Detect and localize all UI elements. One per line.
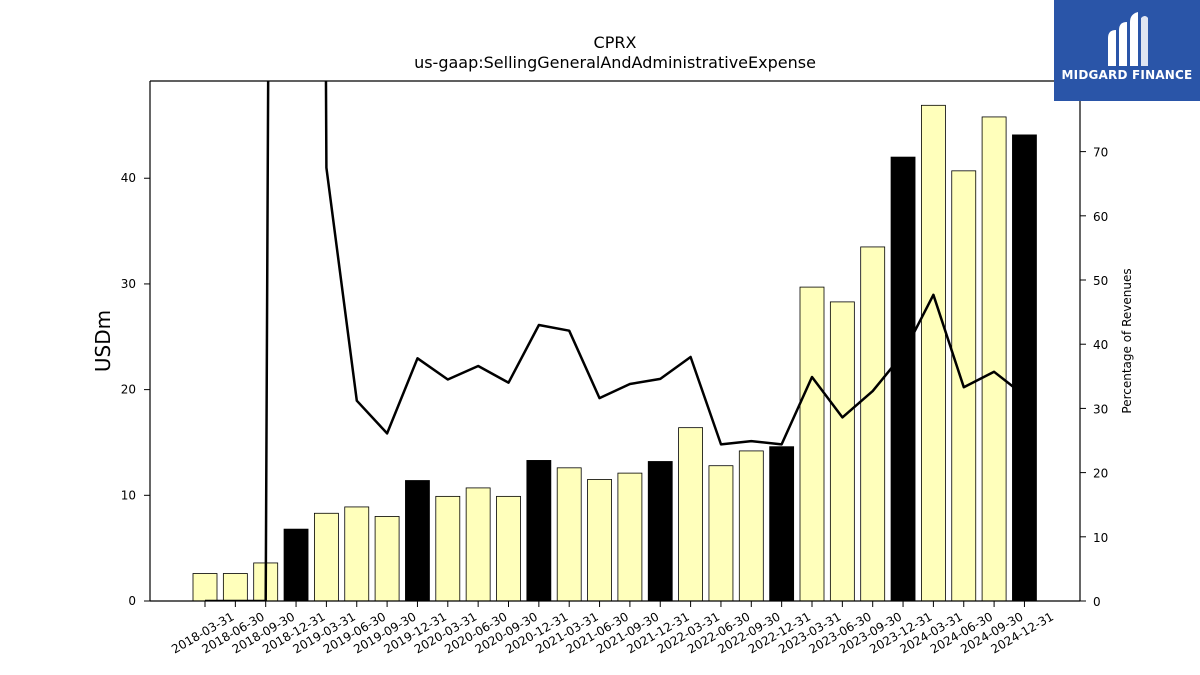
bar-2022-06-30 [708, 465, 734, 602]
bar-2019-09-30 [374, 516, 400, 602]
y2-axis-label: Percentage of Revenues [1120, 268, 1134, 413]
bar-2020-09-30 [496, 495, 521, 602]
bar-2021-12-31 [647, 461, 673, 602]
y2-tick-label: 60 [1093, 210, 1108, 224]
bar-2020-12-31 [526, 460, 552, 602]
axes [149, 80, 1081, 602]
midgard-finance-logo: MIDGARD FINANCE [1054, 0, 1200, 101]
y2-tick-label: 70 [1093, 146, 1108, 160]
bar-2021-09-30 [617, 472, 643, 602]
bar-2019-12-31 [405, 480, 430, 602]
bar-2024-03-31 [921, 104, 946, 602]
bar-2023-12-31 [890, 156, 916, 602]
y2-ticks: 0 10 20 30 40 50 60 70 [1080, 146, 1108, 609]
y2-tick-label: 20 [1093, 467, 1108, 481]
bar-2021-06-30 [587, 479, 612, 602]
y-tick-label: 40 [121, 171, 136, 185]
bar-2024-12-31 [1012, 134, 1037, 602]
y-tick-label: 20 [121, 383, 136, 397]
y2-tick-label: 40 [1093, 338, 1108, 352]
bar-2023-06-30 [829, 301, 855, 602]
y2-tick-label: 50 [1093, 274, 1108, 288]
bar-2022-03-31 [678, 427, 703, 602]
bar-2018-06-30 [222, 573, 248, 602]
percentage-line [205, 81, 1026, 601]
y-tick-label: 10 [121, 488, 136, 502]
bar-2023-03-31 [799, 286, 825, 602]
bar-2021-03-31 [556, 467, 582, 602]
bar-2019-03-31 [313, 512, 339, 602]
y-ticks: 0 10 20 30 40 [121, 171, 150, 608]
bar-2018-12-31 [283, 528, 309, 602]
bar-group [192, 104, 1037, 602]
y-tick-label: 30 [121, 277, 136, 291]
bar-2022-09-30 [738, 450, 764, 602]
bar-2019-06-30 [344, 506, 370, 602]
bar-2023-09-30 [860, 246, 886, 602]
y-tick-label: 0 [128, 594, 136, 608]
y2-tick-label: 10 [1093, 531, 1108, 545]
line-group [205, 81, 1026, 601]
midgard-logo-icon [1108, 12, 1148, 66]
chart-title: CPRX [594, 33, 637, 52]
bar-2022-12-31 [769, 446, 795, 602]
bar-2020-06-30 [465, 487, 491, 602]
y2-tick-label: 30 [1093, 402, 1108, 416]
logo-text: MIDGARD FINANCE [1061, 68, 1193, 82]
y-axis-label: USDm [91, 310, 115, 372]
bar-2020-03-31 [435, 495, 461, 602]
bar-2024-09-30 [981, 116, 1007, 602]
chart-subtitle: us-gaap:SellingGeneralAndAdministrativeE… [414, 53, 816, 72]
bar-2018-03-31 [192, 573, 218, 602]
y2-tick-label: 0 [1093, 595, 1101, 609]
x-ticks: 2018-03-312018-06-302018-09-302018-12-31… [169, 601, 1056, 656]
